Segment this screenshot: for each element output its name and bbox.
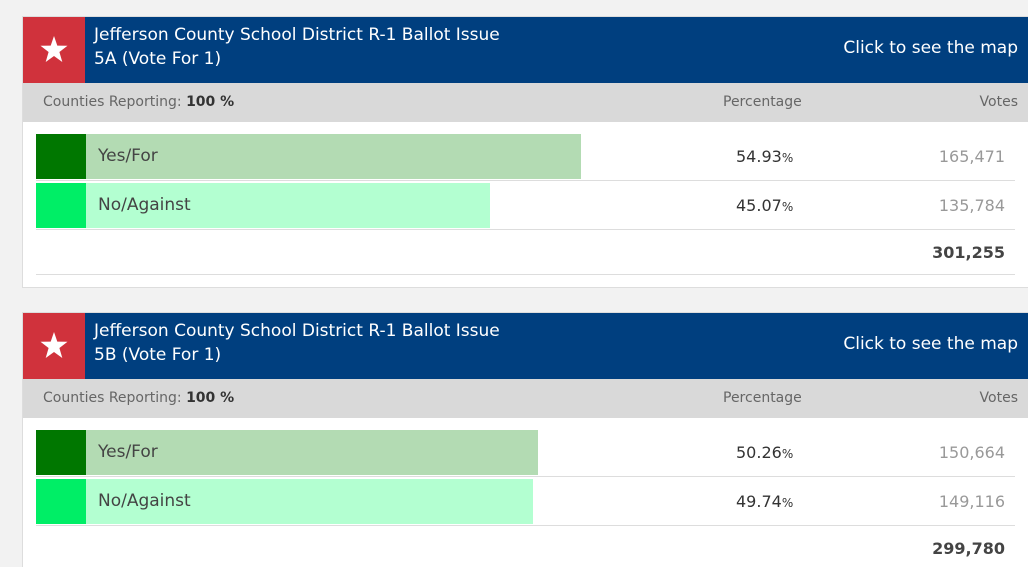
contest-title: Jefferson County School District R-1 Bal… (94, 319, 500, 367)
percentage-bar (86, 479, 534, 524)
choice-name: No/Against (98, 491, 191, 511)
percentage-value: 54.93 (736, 147, 782, 166)
percent-unit: % (781, 447, 794, 461)
percentage: 45.07% (736, 196, 793, 215)
title-line: Jefferson County School District R-1 Bal… (94, 321, 500, 341)
counties-label: Counties Reporting: (43, 390, 182, 406)
result-row: Yes/For 54.93% 165,471 (36, 134, 1015, 181)
votes: 149,116 (938, 492, 1005, 511)
percentage: 49.74% (736, 492, 793, 511)
percentage-header: Percentage (723, 390, 802, 406)
contest-header: Jefferson County School District R-1 Bal… (23, 17, 1028, 83)
percentage-bar (86, 134, 582, 179)
map-link[interactable]: Click to see the map (843, 334, 1018, 354)
map-link[interactable]: Click to see the map (843, 38, 1018, 58)
color-square (36, 183, 86, 228)
percent-unit: % (781, 151, 794, 165)
counties-value: 100 % (186, 94, 235, 110)
percentage-bar (86, 430, 538, 475)
title-line: 5B (Vote For 1) (94, 345, 222, 365)
color-square (36, 430, 86, 475)
percentage-value: 50.26 (736, 443, 782, 462)
contest-title: Jefferson County School District R-1 Bal… (94, 23, 500, 71)
counties-label: Counties Reporting: (43, 94, 182, 110)
total-row: 301,255 (36, 232, 1015, 275)
total-votes: 299,780 (932, 539, 1005, 558)
color-square (36, 479, 86, 524)
total-votes: 301,255 (932, 243, 1005, 262)
choice-name: Yes/For (98, 442, 158, 462)
star (40, 36, 68, 62)
choice-name: Yes/For (98, 146, 158, 166)
result-row: No/Against 45.07% 135,784 (36, 183, 1015, 230)
percent-unit: % (781, 200, 794, 214)
votes-header: Votes (979, 390, 1018, 406)
percentage: 50.26% (736, 443, 793, 462)
star-icon (23, 17, 85, 83)
subheader: Counties Reporting: 100 % Percentage Votes (23, 83, 1028, 122)
percentage-value: 49.74 (736, 492, 782, 511)
votes: 165,471 (938, 147, 1005, 166)
percent-unit: % (781, 496, 794, 510)
result-rows: Yes/For 54.93% 165,471 No/Against 45.07% 135,… (23, 122, 1028, 230)
title-line: 5A (Vote For 1) (94, 49, 222, 69)
counties-reporting: Counties Reporting: 100 % (43, 94, 234, 110)
choice-name: No/Against (98, 195, 191, 215)
star-icon (23, 313, 85, 379)
title-line: Jefferson County School District R-1 Bal… (94, 25, 500, 45)
contest-header: Jefferson County School District R-1 Bal… (23, 313, 1028, 379)
votes-header: Votes (979, 94, 1018, 110)
votes: 150,664 (938, 443, 1005, 462)
percentage: 54.93% (736, 147, 793, 166)
subheader: Counties Reporting: 100 % Percentage Votes (23, 379, 1028, 418)
result-row: No/Against 49.74% 149,116 (36, 479, 1015, 526)
percentage-header: Percentage (723, 94, 802, 110)
percentage-value: 45.07 (736, 196, 782, 215)
counties-value: 100 % (186, 390, 235, 406)
color-square (36, 134, 86, 179)
counties-reporting: Counties Reporting: 100 % (43, 390, 234, 406)
percentage-bar (86, 183, 490, 228)
contest-card: Jefferson County School District R-1 Bal… (22, 312, 1028, 567)
result-rows: Yes/For 50.26% 150,664 No/Against 49.74% 149,… (23, 418, 1028, 526)
star (40, 332, 68, 358)
contest-card: Jefferson County School District R-1 Bal… (22, 16, 1028, 288)
result-row: Yes/For 50.26% 150,664 (36, 430, 1015, 477)
total-row: 299,780 (36, 528, 1015, 567)
votes: 135,784 (938, 196, 1005, 215)
